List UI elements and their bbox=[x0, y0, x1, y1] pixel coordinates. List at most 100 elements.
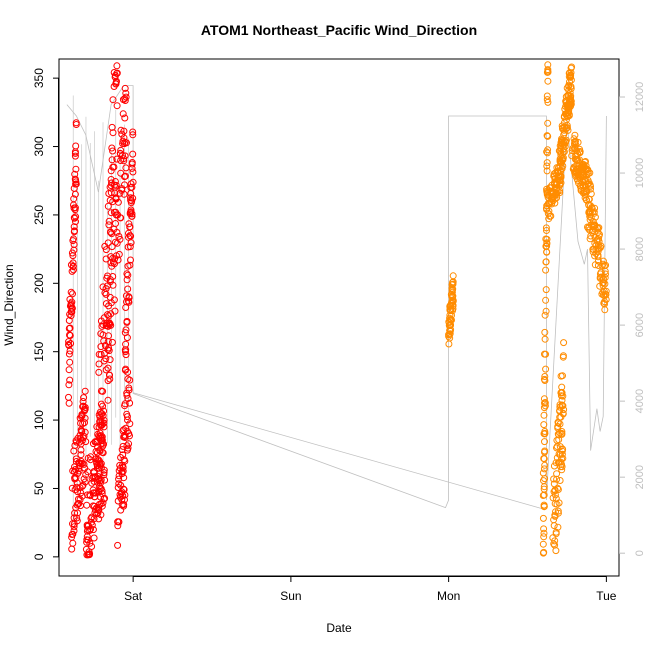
point-series-2 bbox=[543, 235, 551, 243]
point-series-1 bbox=[70, 201, 77, 209]
point-series-1 bbox=[120, 432, 128, 440]
point-series-1 bbox=[66, 324, 74, 332]
x-tick-label: Sat bbox=[124, 589, 143, 603]
point-series-1 bbox=[110, 296, 118, 304]
axes-layer: Sat Sun Mon Tue 0 50 100 150 200 250 300 350 0 2000 40… bbox=[32, 68, 646, 603]
y-tick-label: 200 bbox=[32, 273, 46, 293]
point-series-1 bbox=[112, 208, 120, 216]
point-series-1 bbox=[124, 444, 132, 452]
point-series-2 bbox=[544, 149, 551, 157]
point-series-1 bbox=[72, 180, 80, 188]
point-series-2 bbox=[541, 377, 549, 384]
point-series-1 bbox=[106, 356, 114, 364]
point-series-2 bbox=[544, 119, 552, 127]
point-series-2 bbox=[598, 290, 606, 298]
point-series-2 bbox=[557, 392, 565, 400]
point-series-1 bbox=[107, 167, 115, 175]
point-series-1 bbox=[72, 213, 80, 221]
point-series-1 bbox=[111, 307, 119, 315]
point-series-2 bbox=[543, 96, 551, 104]
point-series-1 bbox=[120, 157, 128, 165]
point-series-2 bbox=[446, 330, 454, 338]
point-series-1 bbox=[125, 293, 133, 301]
point-series-1 bbox=[65, 317, 73, 324]
point-series-1 bbox=[105, 347, 113, 355]
point-series-2 bbox=[544, 77, 552, 85]
y-tick-label: 100 bbox=[32, 410, 46, 430]
point-series-1 bbox=[69, 530, 77, 538]
point-series-2 bbox=[542, 258, 550, 266]
point-series-2 bbox=[589, 227, 597, 235]
point-series-1 bbox=[121, 114, 129, 122]
point-series-2 bbox=[572, 162, 580, 170]
point-series-1 bbox=[108, 243, 116, 251]
point-series-1 bbox=[95, 350, 103, 358]
point-series-2 bbox=[446, 334, 454, 342]
point-series-2 bbox=[449, 292, 457, 300]
point-series-1 bbox=[122, 89, 130, 97]
point-series-1 bbox=[95, 432, 103, 440]
point-series-2 bbox=[446, 306, 454, 314]
point-series-2 bbox=[591, 204, 599, 212]
point-series-1 bbox=[128, 210, 136, 218]
point-series-1 bbox=[100, 419, 108, 427]
point-series-2 bbox=[449, 272, 457, 280]
x-axis-label: Date bbox=[326, 621, 352, 635]
point-series-1 bbox=[95, 368, 103, 376]
point-series-2 bbox=[551, 199, 559, 207]
point-series-1 bbox=[111, 178, 119, 185]
point-series-1 bbox=[78, 428, 86, 436]
y-tick-label: 0 bbox=[32, 553, 46, 560]
point-series-2 bbox=[542, 266, 550, 274]
point-series-1 bbox=[72, 458, 80, 465]
point-series-1 bbox=[121, 491, 129, 499]
point-series-2 bbox=[570, 163, 578, 171]
point-series-2 bbox=[551, 500, 559, 508]
point-series-1 bbox=[107, 176, 115, 183]
point-series-1 bbox=[115, 475, 123, 483]
point-series-1 bbox=[106, 276, 114, 284]
point-series-1 bbox=[124, 243, 132, 251]
point-series-1 bbox=[109, 281, 117, 289]
point-series-1 bbox=[98, 436, 106, 444]
point-series-1 bbox=[66, 376, 74, 384]
point-series-2 bbox=[543, 132, 551, 140]
point-series-1 bbox=[106, 375, 114, 383]
point-series-1 bbox=[125, 233, 132, 241]
point-series-1 bbox=[127, 206, 135, 214]
point-series-2 bbox=[544, 210, 552, 217]
point-series-2 bbox=[580, 176, 588, 184]
y2-tick-label: 10000 bbox=[634, 158, 646, 189]
point-series-1 bbox=[95, 515, 103, 523]
point-series-1 bbox=[124, 368, 132, 376]
point-series-1 bbox=[102, 355, 110, 363]
point-series-1 bbox=[129, 131, 137, 139]
point-series-1 bbox=[105, 302, 113, 310]
point-series-2 bbox=[559, 409, 567, 417]
point-series-1 bbox=[102, 290, 110, 298]
point-series-1 bbox=[81, 419, 88, 427]
point-series-1 bbox=[114, 518, 122, 526]
point-series-2 bbox=[562, 125, 570, 133]
point-series-1 bbox=[95, 505, 102, 513]
point-series-2 bbox=[552, 508, 559, 516]
point-series-2 bbox=[447, 326, 455, 334]
point-series-1 bbox=[105, 312, 113, 320]
point-series-2 bbox=[542, 365, 550, 373]
point-series-1 bbox=[88, 543, 96, 550]
point-series-1 bbox=[70, 223, 78, 231]
point-series-2 bbox=[558, 165, 566, 172]
point-series-1 bbox=[126, 376, 134, 384]
point-series-1 bbox=[97, 418, 105, 426]
point-series-2 bbox=[555, 176, 563, 184]
point-series-1 bbox=[95, 487, 103, 495]
point-series-2 bbox=[540, 395, 548, 403]
point-series-2 bbox=[541, 461, 549, 469]
point-series-2 bbox=[597, 268, 605, 276]
point-series-1 bbox=[114, 522, 122, 530]
point-series-1 bbox=[70, 228, 78, 236]
point-series-2 bbox=[544, 68, 552, 76]
y2-tick-label: 4000 bbox=[634, 389, 646, 413]
point-series-1 bbox=[96, 460, 104, 468]
